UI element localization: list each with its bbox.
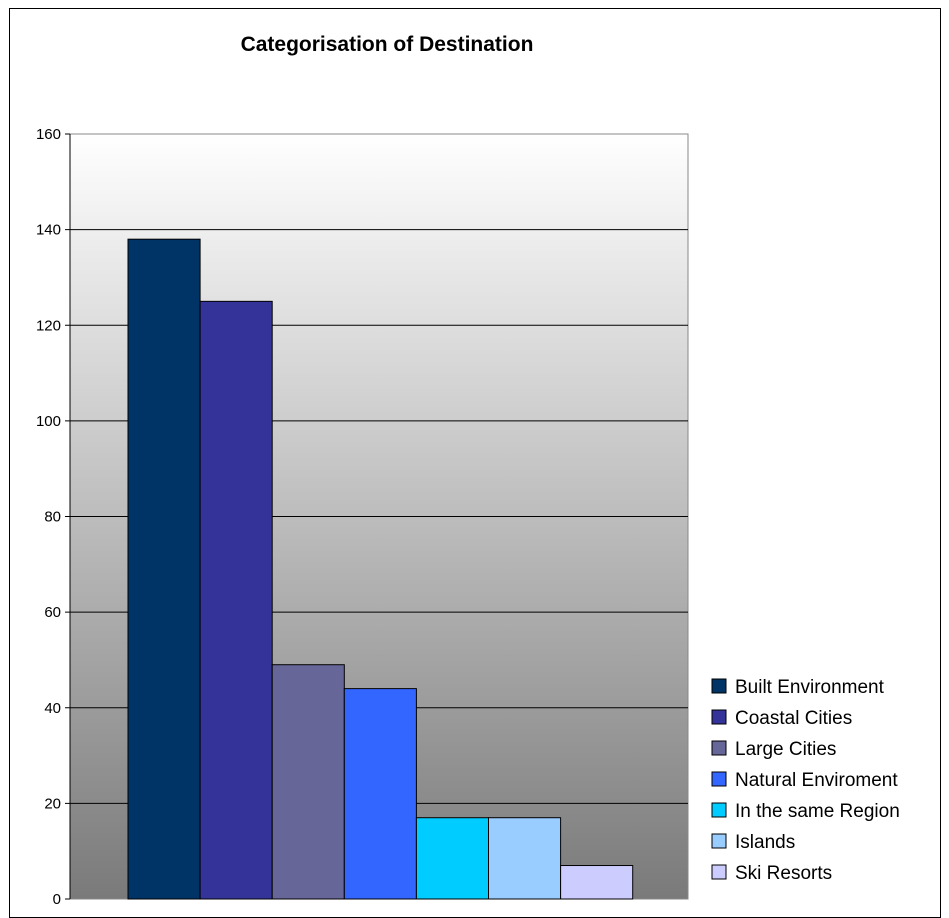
- legend-label: Large Cities: [735, 739, 836, 760]
- bar-coastal-cities: [199, 300, 273, 900]
- y-tick-label: 40: [44, 700, 61, 717]
- legend-swatch: [711, 678, 727, 694]
- chart-title: Categorisation of Destination: [240, 33, 534, 56]
- legend-swatch: [711, 771, 727, 787]
- y-axis: 0 20 40 60 80 100 120 140 160: [36, 126, 71, 908]
- legend-swatch: [711, 864, 727, 880]
- y-tick-label: 0: [53, 891, 61, 908]
- y-tick-label: 120: [36, 317, 61, 334]
- legend-label: Natural Enviroment: [735, 770, 898, 791]
- y-tick-label: 160: [36, 126, 61, 143]
- legend-swatch: [711, 709, 727, 725]
- bar-ski-resorts: [560, 865, 634, 900]
- y-tick-label: 60: [44, 604, 61, 621]
- y-tick-label: 80: [44, 509, 61, 526]
- y-tick-label: 20: [44, 795, 61, 812]
- legend-label: Built Environment: [735, 677, 885, 698]
- legend-swatch: [711, 802, 727, 818]
- legend: Built Environment Coastal Cities Large Cit…: [711, 677, 900, 884]
- bar-built-environment: [127, 238, 201, 900]
- y-tick-label: 140: [36, 222, 61, 239]
- legend-label: In the same Region: [735, 801, 900, 822]
- legend-label: Coastal Cities: [735, 708, 852, 729]
- bar-large-cities: [271, 664, 345, 900]
- bar-islands: [488, 817, 562, 900]
- legend-swatch: [711, 740, 727, 756]
- legend-swatch: [711, 833, 727, 849]
- legend-label: Islands: [735, 832, 795, 853]
- legend-label: Ski Resorts: [735, 863, 832, 884]
- y-tick-label: 100: [36, 413, 61, 430]
- bar-in-the-same-region: [415, 817, 489, 900]
- bars: [127, 238, 634, 900]
- bar-natural-enviroment: [343, 688, 417, 900]
